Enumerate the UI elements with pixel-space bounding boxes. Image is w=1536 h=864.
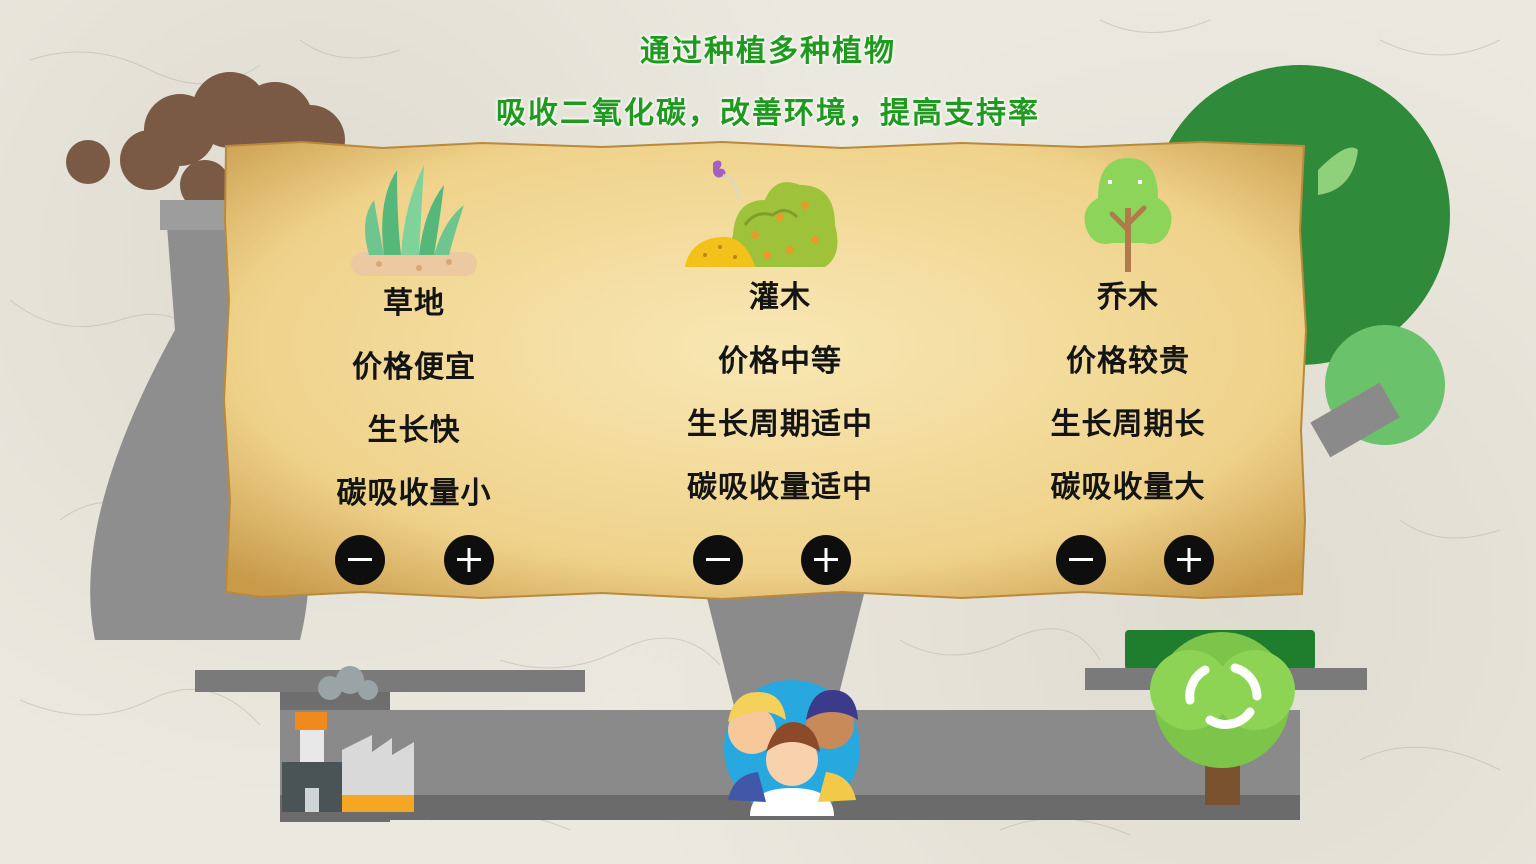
price-text: 价格较贵	[1066, 344, 1190, 379]
growth-text: 生长周期长	[1050, 407, 1206, 442]
factory-icon	[282, 666, 414, 812]
price-text: 价格中等	[718, 344, 842, 379]
plant-card-shrub: 灌木 价格中等 生长周期适中 碳吸收量适中	[615, 140, 945, 600]
people-avatar	[724, 680, 860, 816]
funnel-shape	[705, 590, 865, 710]
decrease-tree-button[interactable]	[1056, 535, 1106, 585]
growth-text: 生长周期适中	[687, 407, 873, 442]
minus-icon	[348, 558, 372, 561]
smoke-cloud	[66, 72, 345, 210]
shrub-icon	[685, 160, 838, 267]
increase-shrub-button[interactable]	[801, 535, 851, 585]
title-line-1: 通过种植多种植物	[640, 34, 896, 69]
plant-name: 灌木	[749, 280, 811, 315]
plant-card-tree: 乔木 价格较贵 生长周期长 碳吸收量大	[963, 140, 1293, 600]
increase-tree-button[interactable]	[1164, 535, 1214, 585]
plant-card-grass: 草地 价格便宜 生长快 碳吸收量小	[249, 140, 579, 600]
plus-icon	[457, 548, 481, 572]
title-line-2: 吸收二氧化碳，改善环境，提高支持率	[496, 96, 1040, 131]
increase-grass-button[interactable]	[444, 535, 494, 585]
plant-name: 乔木	[1097, 280, 1159, 315]
info-board: 草地 价格便宜 生长快 碳吸收量小 灌木 价格中等 生长周期适中 碳吸收量适中	[222, 140, 1308, 600]
decrease-grass-button[interactable]	[335, 535, 385, 585]
price-text: 价格便宜	[352, 350, 476, 385]
grass-icon	[351, 165, 477, 276]
absorption-text: 碳吸收量适中	[687, 470, 873, 505]
small-tree-icon	[1150, 632, 1295, 805]
absorption-text: 碳吸收量小	[336, 476, 492, 511]
tree-icon	[1084, 158, 1172, 272]
absorption-text: 碳吸收量大	[1050, 470, 1206, 505]
decrease-shrub-button[interactable]	[693, 535, 743, 585]
plus-icon	[814, 548, 838, 572]
growth-text: 生长快	[367, 413, 461, 448]
plant-name: 草地	[383, 286, 445, 321]
minus-icon	[1069, 558, 1093, 561]
plus-icon	[1177, 548, 1201, 572]
minus-icon	[706, 558, 730, 561]
parchment-background	[222, 140, 1308, 600]
